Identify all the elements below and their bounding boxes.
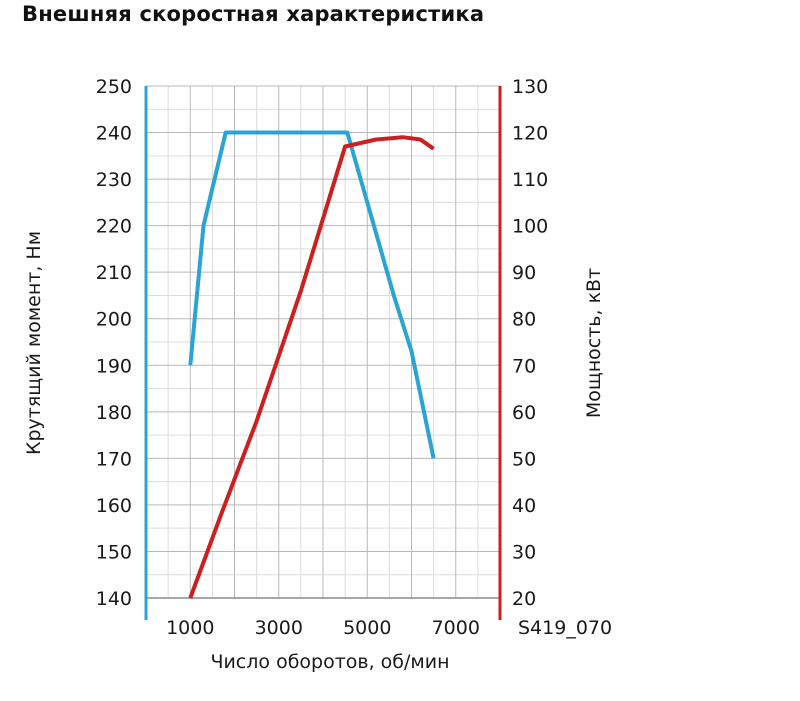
- tick-label-left: 230: [96, 169, 132, 191]
- tick-labels-x: 1000 3000 5000 7000: [166, 617, 480, 639]
- chart-title: Внешняя скоростная характеристика: [22, 2, 485, 26]
- tick-label-left: 170: [96, 448, 132, 470]
- tick-label-right: 30: [512, 541, 536, 563]
- x-axis-title: Число оборотов, об/мин: [210, 651, 449, 673]
- tick-label-left: 180: [96, 402, 132, 424]
- tick-label-right: 40: [512, 495, 536, 517]
- tick-label-left: 150: [96, 541, 132, 563]
- tick-label-right: 80: [512, 309, 536, 331]
- series-group: [188, 130, 436, 599]
- tick-labels-left: 140 150 160 170 180 190 200 210 220 230 240 250: [96, 76, 132, 610]
- tick-label-left: 250: [96, 76, 132, 98]
- tick-label-right: 70: [512, 355, 536, 377]
- tick-labels-right: 20 30 40 50 60 70 80 90 100 110 120 130: [512, 76, 548, 610]
- tick-label-x: 3000: [255, 617, 303, 639]
- torque-line: [188, 130, 436, 459]
- tick-label-right: 130: [512, 76, 548, 98]
- figure-code: S419_070: [518, 617, 612, 639]
- power-line: [188, 135, 435, 599]
- tick-label-left: 210: [96, 262, 132, 284]
- y-axis-title-left: Крутящий момент, Нм: [23, 231, 45, 455]
- tick-label-right: 60: [512, 402, 536, 424]
- tick-label-left: 160: [96, 495, 132, 517]
- tick-label-left: 140: [96, 588, 132, 610]
- tick-label-left: 200: [96, 309, 132, 331]
- grid-major: [146, 86, 500, 598]
- tick-label-right: 50: [512, 448, 536, 470]
- tick-label-right: 100: [512, 216, 548, 238]
- tick-label-x: 5000: [343, 617, 391, 639]
- y-axis-title-right: Мощность, кВт: [583, 268, 605, 418]
- tick-label-right: 90: [512, 262, 536, 284]
- tick-label-right: 120: [512, 123, 548, 145]
- tick-label-right: 110: [512, 169, 548, 191]
- tick-label-right: 20: [512, 588, 536, 610]
- tick-label-left: 240: [96, 123, 132, 145]
- tick-label-left: 220: [96, 216, 132, 238]
- tick-label-x: 1000: [166, 617, 214, 639]
- tick-label-left: 190: [96, 355, 132, 377]
- tick-label-x: 7000: [432, 617, 480, 639]
- axes: [144, 85, 502, 620]
